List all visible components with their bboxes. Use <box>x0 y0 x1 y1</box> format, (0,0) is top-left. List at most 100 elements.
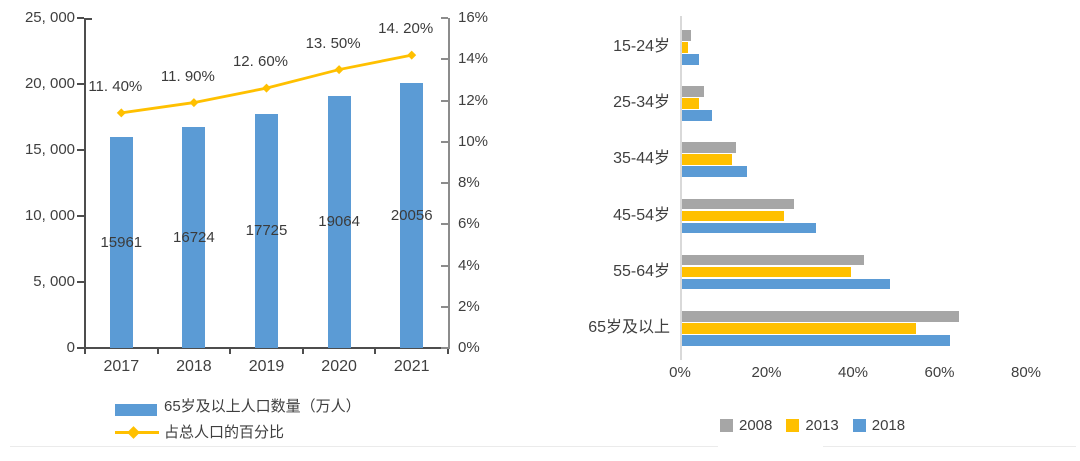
x-axis-category-label: 2021 <box>393 358 430 375</box>
x-axis-category-label: 2019 <box>248 358 285 375</box>
legend-label: 2013 <box>805 416 839 434</box>
value-bar-2018 <box>682 166 747 177</box>
x-axis-tick-label: 0% <box>669 364 691 381</box>
category-label: 65岁及以上 <box>588 319 670 336</box>
line-marker-diamond <box>407 50 417 60</box>
right-y-axis-tick-label: 14% <box>458 50 489 68</box>
value-bar-2008 <box>682 198 795 210</box>
right-y-axis-tick <box>441 264 448 267</box>
right-y-axis-tick-label: 12% <box>458 91 489 109</box>
legend-item: 2018 <box>852 416 906 434</box>
value-bar-2013 <box>682 154 732 165</box>
value-bar-2008 <box>682 142 737 153</box>
legend-label: 2018 <box>871 416 906 434</box>
x-axis-tick <box>301 349 304 354</box>
right-y-axis-tick-label: 2% <box>458 297 480 315</box>
x-axis-category-label: 2020 <box>321 358 357 375</box>
legend-swatch <box>786 418 800 432</box>
x-axis-tick-label: 40% <box>837 364 869 381</box>
right-y-axis-tick <box>441 347 448 349</box>
left-y-axis-tick <box>77 17 84 19</box>
population-bar <box>327 96 351 348</box>
right-y-axis-tick <box>441 223 448 226</box>
population-bar <box>400 83 424 348</box>
left-y-axis-tick-label: 5, 000 <box>33 273 75 290</box>
left-y-axis-line <box>84 18 86 349</box>
x-axis-tick-label: 60% <box>924 364 955 381</box>
category-label: 35-44岁 <box>613 150 670 168</box>
x-axis-tick <box>156 349 159 354</box>
x-axis-tick <box>84 349 86 354</box>
right-y-axis-tick-label: 0% <box>458 339 480 356</box>
left-y-axis-tick <box>77 149 84 151</box>
right-y-axis-tick-label: 6% <box>458 215 480 233</box>
right-y-axis-tick <box>441 305 448 308</box>
line-marker-diamond <box>262 83 271 93</box>
left-y-axis-tick-label: 0 <box>66 339 75 356</box>
legend-swatch <box>852 418 866 432</box>
left-y-axis-tick-label: 25, 000 <box>24 9 75 26</box>
bar-data-label: 16724 <box>173 228 215 246</box>
value-bar-2018 <box>682 110 713 121</box>
bar-data-label: 17725 <box>245 222 288 239</box>
left-y-axis-tick <box>77 83 84 85</box>
value-bar-2013 <box>682 98 700 109</box>
legend-item: 2013 <box>786 416 839 434</box>
category-label: 25-34岁 <box>613 94 670 112</box>
legend: 2008 2013 2018 <box>720 416 905 434</box>
right-y-axis-tick-label: 16% <box>458 9 489 26</box>
right-y-axis-tick <box>441 17 448 19</box>
right-y-axis-tick-label: 4% <box>458 256 480 274</box>
legend-swatch <box>720 418 733 432</box>
value-bar-2013 <box>682 323 916 334</box>
left-y-axis-tick-label: 15, 000 <box>24 141 75 158</box>
page-border-line <box>823 446 1076 447</box>
x-axis-tick-label: 20% <box>751 364 782 381</box>
population-bar <box>182 127 206 348</box>
line-data-label: 11. 90% <box>160 67 215 85</box>
right-grouped-bar-chart: 15-24岁 25-34岁 35-44岁 45-54岁 55-64岁 65岁及以上 0% 20… <box>530 0 1080 461</box>
legend-swatch-bar <box>115 404 157 416</box>
right-y-axis-tick <box>441 140 448 143</box>
line-data-label: 13. 50% <box>305 34 361 52</box>
category-label: 45-54岁 <box>613 206 670 224</box>
left-y-axis-tick <box>77 215 84 217</box>
legend-label-line: 占总人口的百分比 <box>164 424 285 441</box>
right-y-axis-tick <box>441 58 448 61</box>
x-axis-tick <box>374 349 377 354</box>
population-bar <box>109 137 133 348</box>
legend-item: 2008 <box>720 417 772 434</box>
line-data-label: 11. 40% <box>88 77 143 95</box>
category-axis-line <box>680 16 682 360</box>
line-data-label: 12. 60% <box>232 53 289 71</box>
legend-label-bar: 65岁及以上人口数量（万人） <box>164 398 361 415</box>
left-y-axis-top-tick <box>86 18 92 20</box>
right-y-axis-tick-label: 10% <box>458 132 489 150</box>
bar-data-label: 19064 <box>318 213 360 231</box>
value-bar-2008 <box>682 311 959 322</box>
population-bar <box>255 114 278 348</box>
bar-data-label: 15961 <box>100 233 143 251</box>
left-y-axis-tick-label: 20, 000 <box>24 75 75 92</box>
right-y-axis-tick-label: 8% <box>458 174 480 191</box>
value-bar-2013 <box>682 210 784 222</box>
legend-label: 2008 <box>739 416 773 434</box>
value-bar-2008 <box>682 254 864 266</box>
left-y-axis-tick <box>77 347 84 349</box>
left-y-axis-tick <box>77 281 84 283</box>
x-axis-category-label: 2018 <box>176 358 212 375</box>
x-axis-tick <box>447 349 449 354</box>
line-marker-diamond <box>189 98 199 108</box>
value-bar-2013 <box>682 42 689 53</box>
left-y-axis-tick-label: 10, 000 <box>24 207 75 224</box>
line-data-label: 14. 20% <box>378 20 434 38</box>
value-bar-2018 <box>682 54 700 65</box>
right-y-axis-tick <box>441 99 448 102</box>
x-axis-tick-label: 80% <box>1010 364 1042 381</box>
value-bar-2013 <box>682 266 851 278</box>
value-bar-2008 <box>682 30 691 41</box>
x-axis-tick <box>229 349 232 354</box>
bar-data-label: 20056 <box>390 206 433 224</box>
line-marker-diamond <box>334 65 344 75</box>
